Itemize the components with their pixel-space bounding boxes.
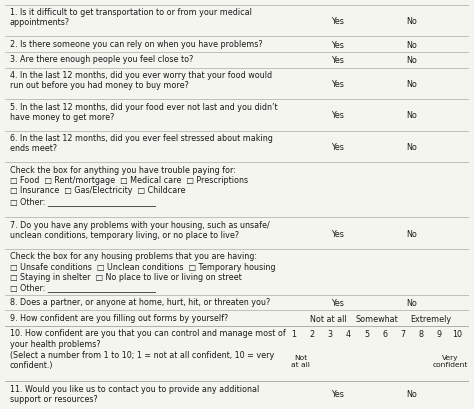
Text: 1: 1 [292,330,296,339]
Text: 1. Is it difficult to get transportation to or from your medical
appointments?: 1. Is it difficult to get transportation… [9,8,252,27]
Text: 10. How confident are you that you can control and manage most of
your health pr: 10. How confident are you that you can c… [9,329,285,348]
Text: Not at all: Not at all [310,314,346,323]
Text: 10: 10 [453,330,463,339]
Text: 4. In the last 12 months, did you ever worry that your food would
run out before: 4. In the last 12 months, did you ever w… [9,71,272,90]
Text: Very
confident: Very confident [433,354,468,367]
Text: Not
at all: Not at all [291,354,310,367]
Text: 8. Does a partner, or anyone at home, hurt, hit, or threaten you?: 8. Does a partner, or anyone at home, hu… [9,297,270,306]
Text: 4: 4 [346,330,351,339]
Text: 9. How confident are you filling out forms by yourself?: 9. How confident are you filling out for… [9,313,228,322]
Text: No: No [406,143,417,152]
Text: 8: 8 [419,330,424,339]
Text: 9: 9 [437,330,442,339]
Text: 7: 7 [401,330,406,339]
Text: 3: 3 [328,330,333,339]
Text: 5: 5 [364,330,369,339]
Text: No: No [406,229,417,238]
Text: No: No [406,17,417,26]
Text: 3. Are there enough people you feel close to?: 3. Are there enough people you feel clos… [9,55,193,64]
Text: Check the box for any housing problems that you are having:
□ Unsafe conditions : Check the box for any housing problems t… [9,252,275,292]
Text: Yes: Yes [331,56,345,65]
Text: No: No [406,111,417,120]
Text: 5. In the last 12 months, did your food ever not last and you didn’t
have money : 5. In the last 12 months, did your food … [9,102,277,122]
Text: Somewhat: Somewhat [356,314,399,323]
Text: No: No [406,40,417,49]
Text: Extremely: Extremely [410,314,452,323]
Text: No: No [406,80,417,89]
Text: 2. Is there someone you can rely on when you have problems?: 2. Is there someone you can rely on when… [9,39,262,48]
Text: 11. Would you like us to contact you to provide any additional
support or resour: 11. Would you like us to contact you to … [9,384,259,403]
Text: 2: 2 [310,330,315,339]
Text: Check the box for anything you have trouble paying for:
□ Food  □ Rent/mortgage : Check the box for anything you have trou… [9,165,248,205]
Text: Yes: Yes [331,298,345,307]
Text: (Select a number from 1 to 10; 1 = not at all confident, 10 = very
confident.): (Select a number from 1 to 10; 1 = not a… [9,350,274,369]
Text: No: No [406,56,417,65]
Text: Yes: Yes [331,80,345,89]
Text: Yes: Yes [331,40,345,49]
Text: Yes: Yes [331,17,345,26]
Text: Yes: Yes [331,389,345,398]
Text: 7. Do you have any problems with your housing, such as unsafe/
unclean condition: 7. Do you have any problems with your ho… [9,220,269,240]
Text: 6: 6 [382,330,387,339]
Text: No: No [406,389,417,398]
Text: 6. In the last 12 months, did you ever feel stressed about making
ends meet?: 6. In the last 12 months, did you ever f… [9,134,273,153]
Text: Yes: Yes [331,229,345,238]
Text: Yes: Yes [331,111,345,120]
Text: No: No [406,298,417,307]
Text: Yes: Yes [331,143,345,152]
